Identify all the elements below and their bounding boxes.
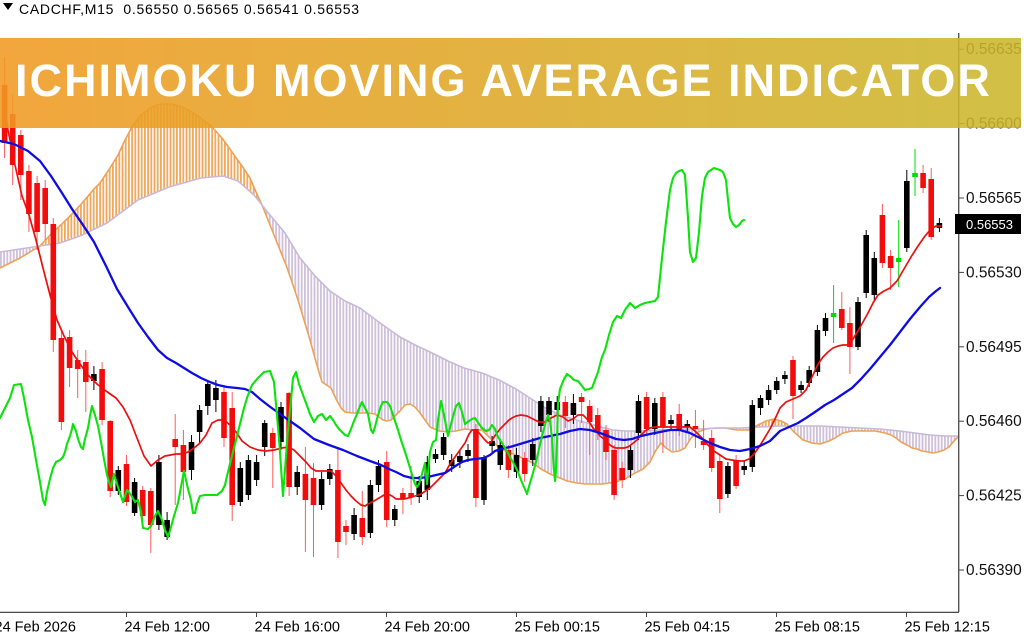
svg-text:24 Feb 20:00: 24 Feb 20:00 <box>385 620 470 636</box>
svg-text:0.56530: 0.56530 <box>966 264 1022 281</box>
svg-text:0.56565: 0.56565 <box>966 190 1022 207</box>
svg-text:0.56390: 0.56390 <box>966 562 1022 579</box>
svg-text:0.56460: 0.56460 <box>966 413 1022 430</box>
svg-text:0.56495: 0.56495 <box>966 339 1022 356</box>
svg-text:24 Feb 12:00: 24 Feb 12:00 <box>125 620 210 636</box>
svg-text:0.56425: 0.56425 <box>966 488 1022 505</box>
svg-text:25 Feb 04:15: 25 Feb 04:15 <box>645 620 730 636</box>
svg-text:25 Feb 08:15: 25 Feb 08:15 <box>775 620 860 636</box>
svg-text:25 Feb 12:15: 25 Feb 12:15 <box>905 620 990 636</box>
svg-text:24 Feb 16:00: 24 Feb 16:00 <box>255 620 340 636</box>
svg-text:25 Feb 00:15: 25 Feb 00:15 <box>515 620 600 636</box>
svg-text:24 Feb 2026: 24 Feb 2026 <box>0 620 76 636</box>
